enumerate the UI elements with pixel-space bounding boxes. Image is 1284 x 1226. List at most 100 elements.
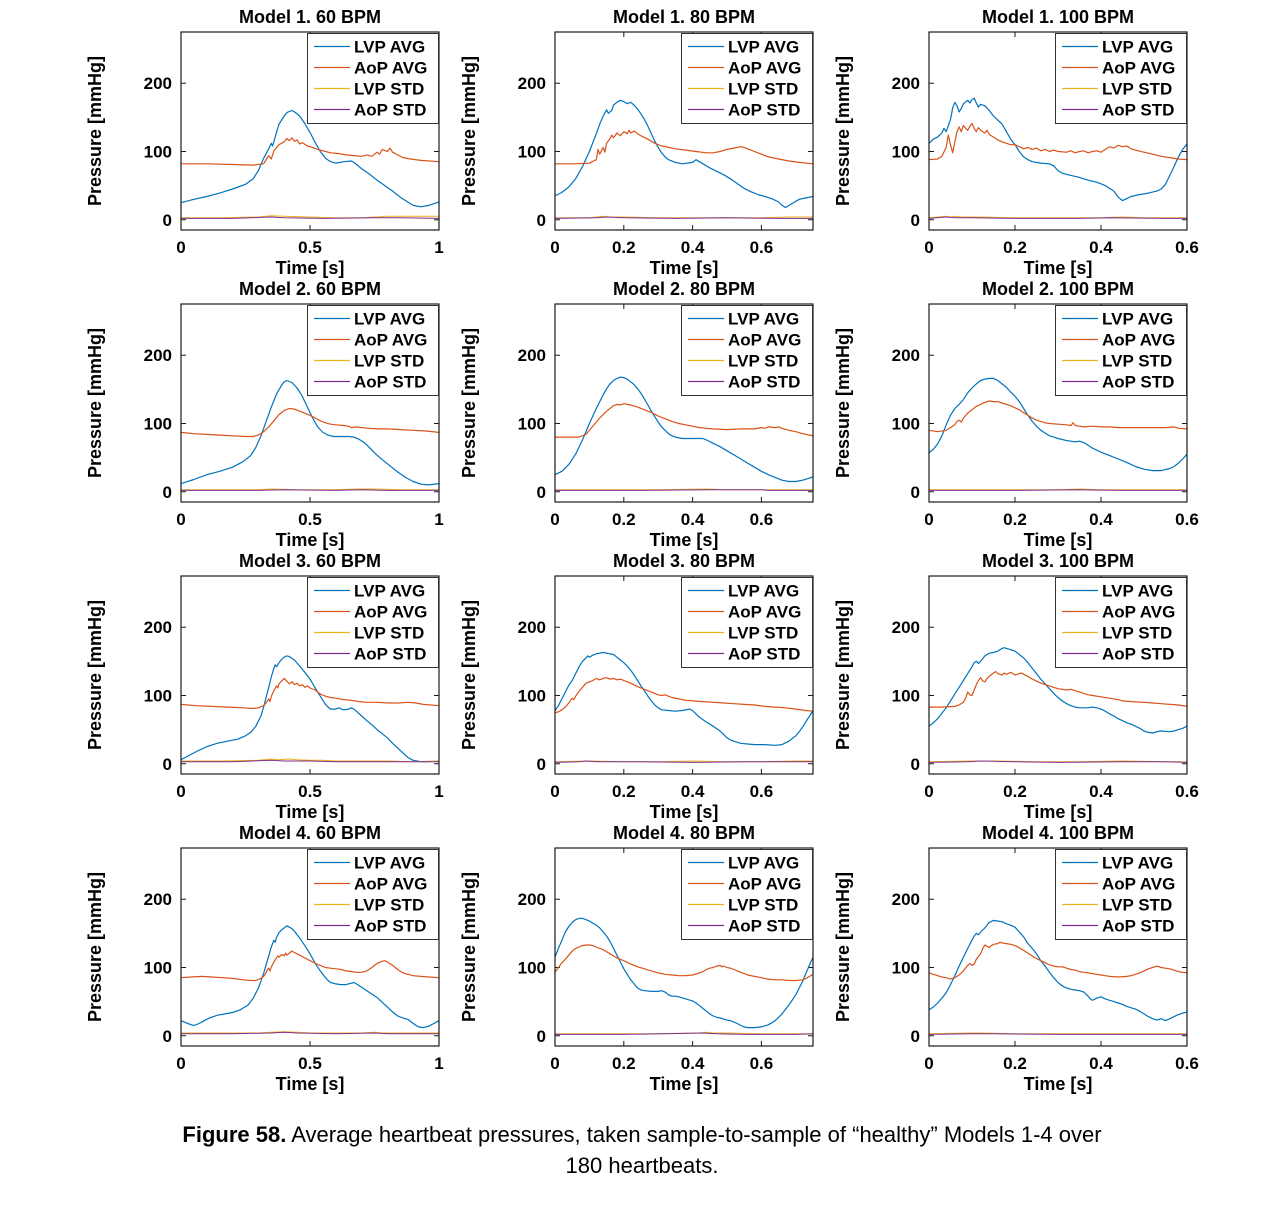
y-tick-label: 100: [892, 414, 920, 433]
x-tick-label: 1: [434, 510, 443, 529]
y-tick-label: 200: [518, 890, 546, 909]
x-tick-label: 0.2: [1003, 782, 1027, 801]
legend: LVP AVG AoP AVG LVP STD AoP STD: [307, 305, 439, 396]
axes-box: [928, 303, 1188, 503]
x-tick-label: 0.6: [750, 238, 774, 257]
series-aop-std: [929, 760, 1187, 763]
series-aop-std: [555, 1032, 813, 1035]
legend-label: AoP STD: [354, 373, 426, 392]
legend: LVP AVG AoP AVG LVP STD AoP STD: [681, 33, 813, 124]
axes-box: [928, 31, 1188, 231]
legend-box: [1055, 33, 1187, 124]
series-aop-avg: [555, 677, 813, 714]
legend-label: LVP AVG: [728, 310, 799, 329]
legend-box: [681, 305, 813, 396]
legend-label: LVP AVG: [1102, 854, 1173, 873]
series-aop-std: [181, 489, 439, 491]
y-tick-label: 0: [537, 483, 546, 502]
legend: LVP AVG AoP AVG LVP STD AoP STD: [1055, 849, 1187, 940]
y-tick-label: 0: [911, 755, 920, 774]
svg-text:Pressure [mmHg]: Pressure [mmHg]: [833, 600, 853, 750]
legend-label: AoP STD: [728, 645, 800, 664]
legend-box: [681, 577, 813, 668]
subplot-cell: Model 4. 80 BPM Pressure [mmHg] Time [s] 0 1…: [455, 823, 829, 1096]
legend-label: LVP STD: [728, 80, 798, 99]
x-tick-label: 0.6: [1175, 1054, 1199, 1073]
legend-label: LVP STD: [354, 896, 424, 915]
series-group: [181, 379, 439, 491]
x-tick-label: 0.6: [750, 1054, 774, 1073]
x-tick-label: 0.6: [750, 510, 774, 529]
series-group: [555, 917, 813, 1035]
legend-label: AoP STD: [1102, 373, 1174, 392]
legend-label: AoP STD: [728, 373, 800, 392]
legend-label: LVP STD: [1102, 80, 1172, 99]
y-tick-label: 0: [163, 483, 172, 502]
x-tick-label: 0: [924, 782, 933, 801]
y-tick-label: 200: [518, 346, 546, 365]
y-axis-label: Pressure [mmHg]: [833, 56, 853, 206]
x-axis-label: Time [s]: [1024, 530, 1093, 550]
x-tick-label: 0.2: [1003, 1054, 1027, 1073]
y-tick-label: 200: [144, 74, 172, 93]
subplot-cell: Model 1. 80 BPM Pressure [mmHg] Time [s] 0 1…: [455, 7, 829, 280]
series-aop-avg: [929, 122, 1187, 161]
legend-label: LVP STD: [728, 896, 798, 915]
series-lvp-avg: [555, 917, 813, 1029]
x-tick-label: 0: [550, 510, 559, 529]
series-lvp-avg: [181, 925, 439, 1029]
series-lvp-std: [929, 488, 1187, 491]
figure-caption-line2: 180 heartbeats.: [565, 1152, 719, 1178]
subplot-8: Model 3. 80 BPM Pressure [mmHg] Time [s] 0 1…: [459, 551, 814, 822]
series-group: [555, 99, 813, 219]
y-tick-label: 200: [892, 618, 920, 637]
y-tick-label: 200: [144, 346, 172, 365]
x-tick-label: 0.4: [681, 510, 705, 529]
legend-label: AoP AVG: [728, 331, 801, 350]
axes-box: [180, 847, 440, 1047]
y-axis-label: Pressure [mmHg]: [459, 56, 479, 206]
svg-text:Pressure [mmHg]: Pressure [mmHg]: [459, 600, 479, 750]
legend-box: [307, 33, 439, 124]
legend-label: LVP STD: [1102, 896, 1172, 915]
legend: LVP AVG AoP AVG LVP STD AoP STD: [307, 577, 439, 668]
subplot-cell: Model 4. 100 BPM Pressure [mmHg] Time [s] 0…: [829, 823, 1203, 1096]
svg-text:Pressure [mmHg]: Pressure [mmHg]: [85, 600, 105, 750]
axes-box: [928, 575, 1188, 775]
y-tick-label: 0: [163, 1027, 172, 1046]
legend-label: AoP AVG: [354, 875, 427, 894]
series-lvp-avg: [181, 655, 439, 763]
series-lvp-avg: [181, 109, 439, 208]
legend-box: [1055, 849, 1187, 940]
legend: LVP AVG AoP AVG LVP STD AoP STD: [1055, 33, 1187, 124]
x-tick-label: 0.5: [298, 782, 322, 801]
axes-box: [554, 575, 814, 775]
subplot-title: Model 1. 100 BPM: [982, 8, 1134, 27]
series-group: [555, 651, 813, 763]
svg-text:Pressure [mmHg]: Pressure [mmHg]: [833, 328, 853, 478]
x-tick-label: 0: [924, 238, 933, 257]
legend-box: [307, 577, 439, 668]
legend-label: LVP AVG: [1102, 38, 1173, 57]
axes-box: [928, 847, 1188, 1047]
series-aop-avg: [555, 944, 813, 982]
series-lvp-std: [181, 488, 439, 491]
series-aop-avg: [181, 137, 439, 166]
y-axis-label: Pressure [mmHg]: [85, 56, 105, 206]
legend-label: AoP AVG: [354, 59, 427, 78]
series-group: [929, 97, 1187, 219]
series-lvp-avg: [929, 647, 1187, 734]
y-axis-label: Pressure [mmHg]: [459, 600, 479, 750]
x-tick-label: 0.4: [681, 1054, 705, 1073]
y-tick-label: 100: [518, 414, 546, 433]
legend-label: AoP AVG: [1102, 875, 1175, 894]
legend-label: LVP STD: [728, 352, 798, 371]
legend-label: LVP AVG: [728, 38, 799, 57]
svg-text:Pressure [mmHg]: Pressure [mmHg]: [833, 872, 853, 1022]
series-aop-avg: [929, 670, 1187, 708]
series-aop-std: [181, 759, 439, 763]
y-tick-label: 100: [144, 958, 172, 977]
legend-label: LVP STD: [354, 352, 424, 371]
x-tick-label: 0.2: [612, 1054, 636, 1073]
series-group: [181, 925, 439, 1035]
